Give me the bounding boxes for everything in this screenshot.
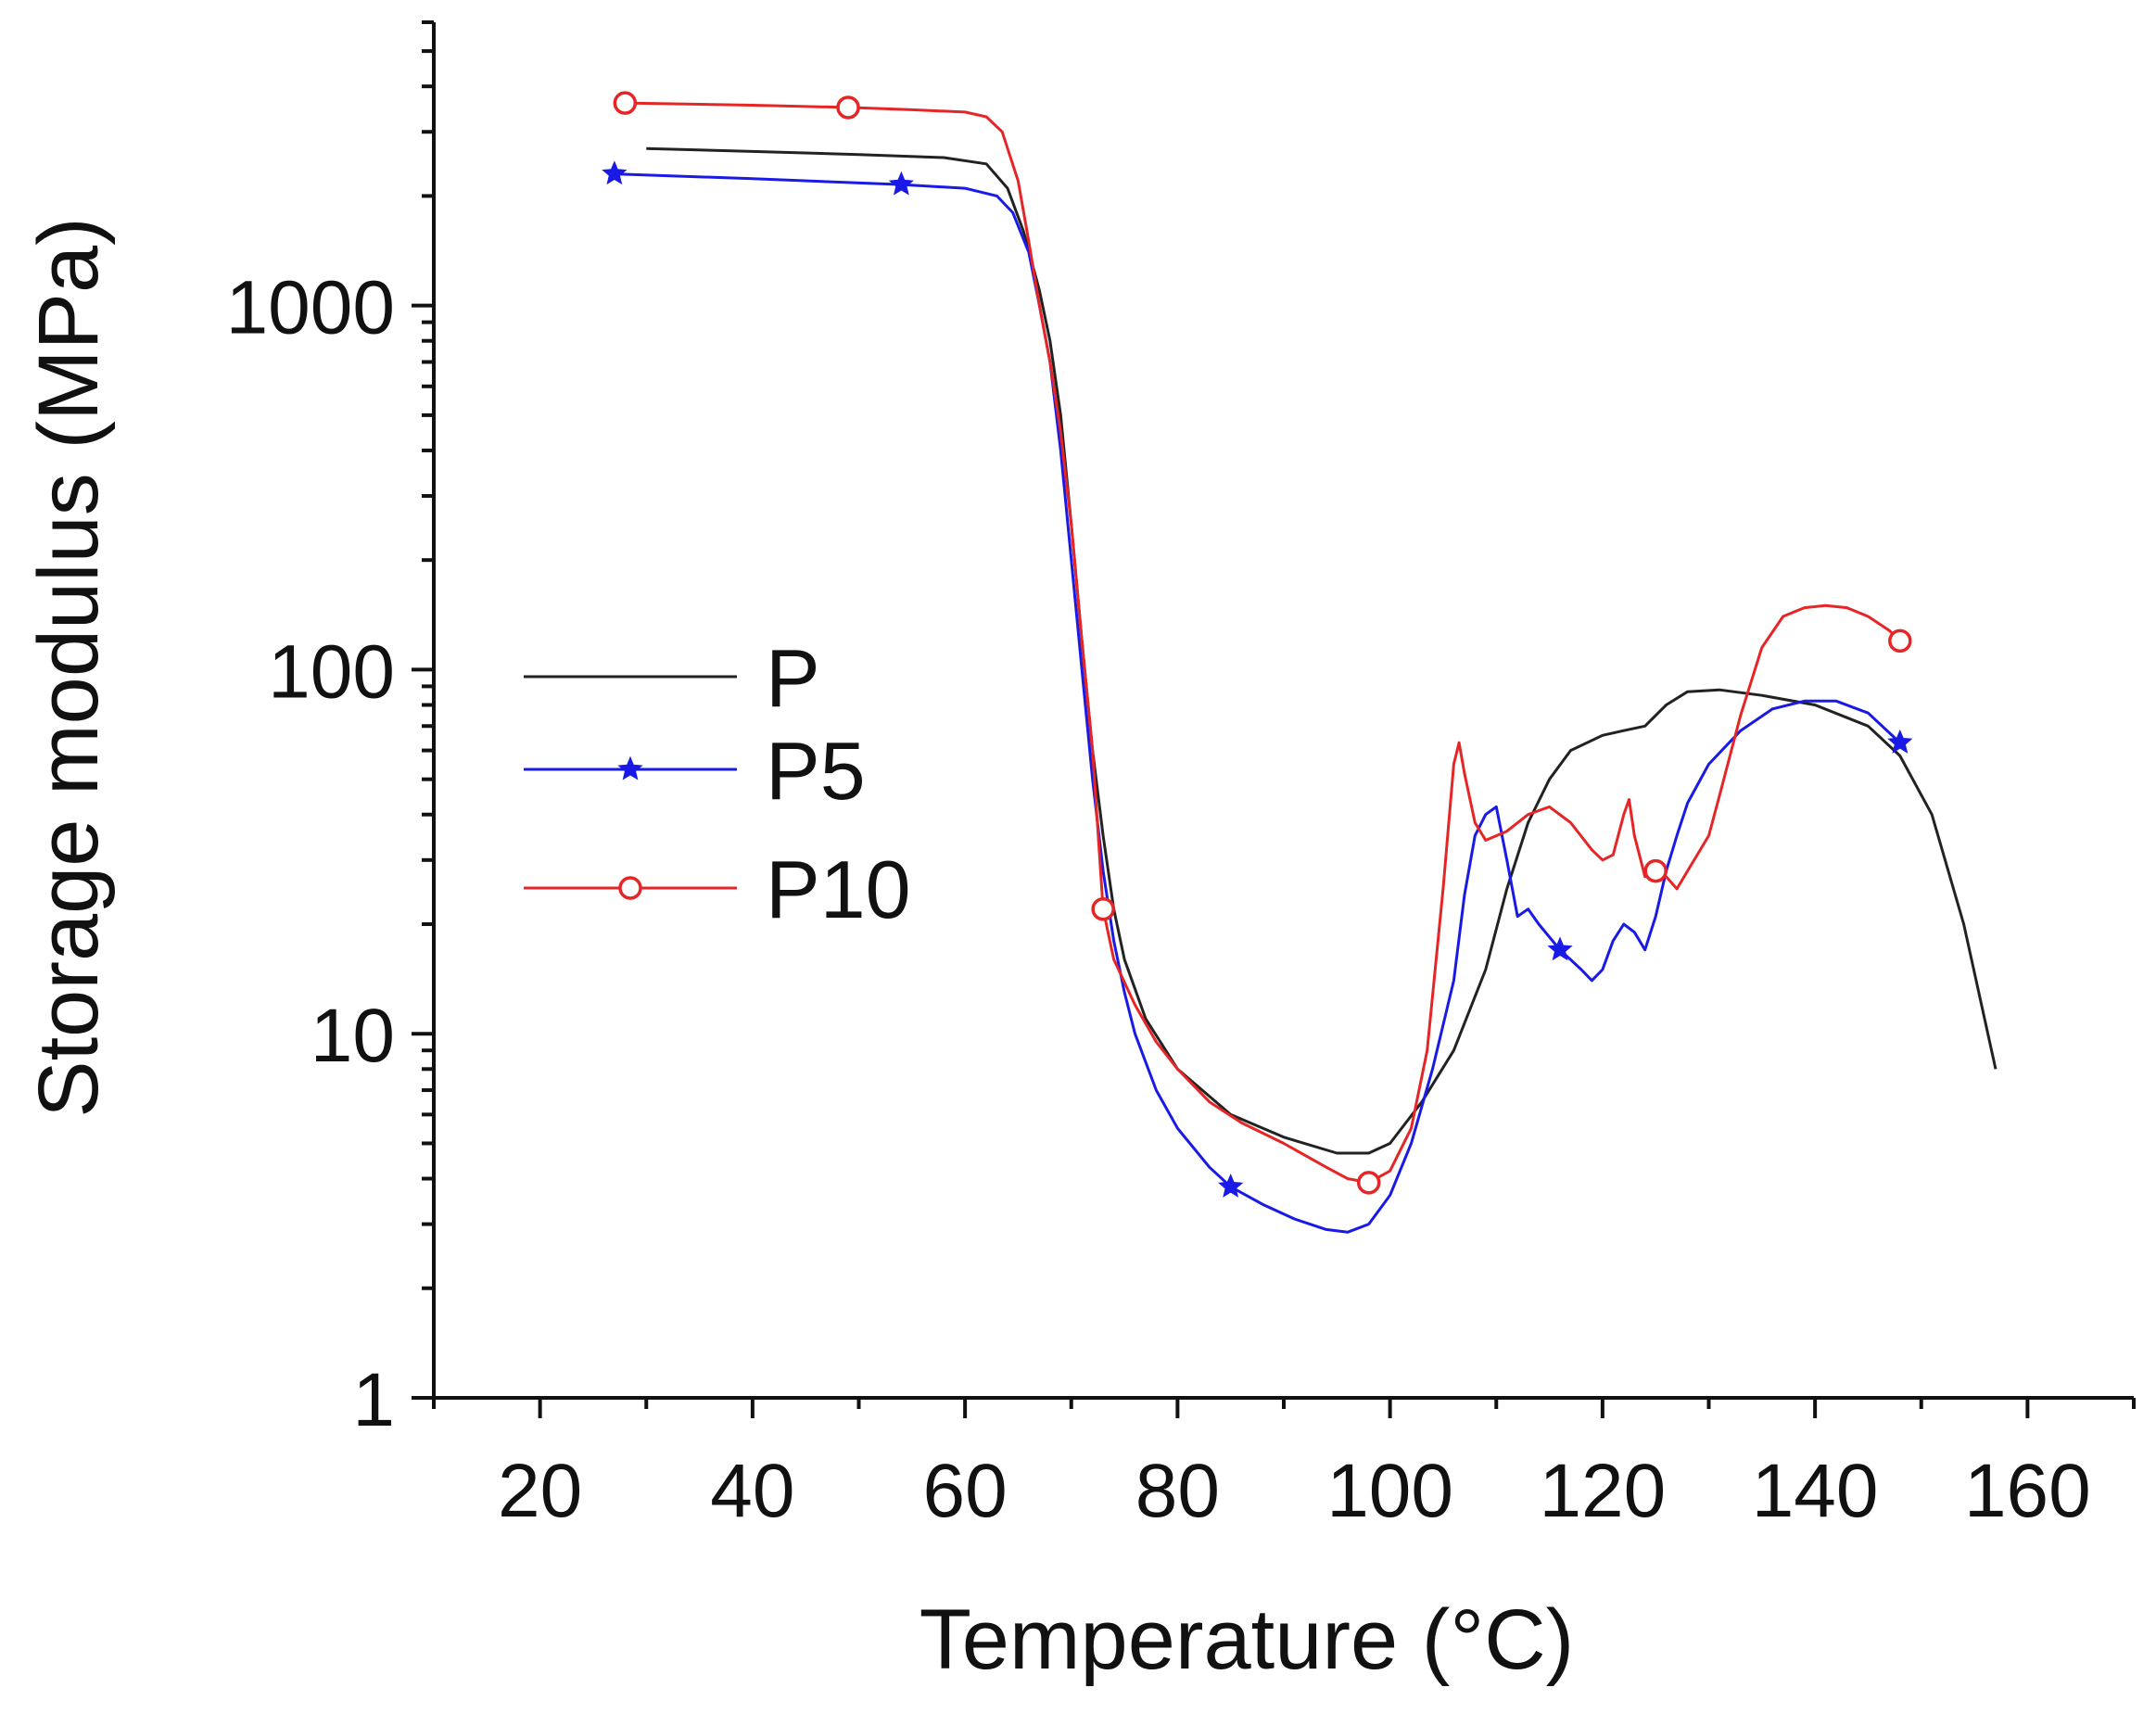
data-point-p5 bbox=[1218, 1174, 1244, 1198]
x-tick-label: 20 bbox=[498, 1449, 582, 1533]
x-tick-label: 120 bbox=[1539, 1449, 1666, 1533]
x-tick-label: 40 bbox=[710, 1449, 794, 1533]
data-point-p5 bbox=[1887, 729, 1913, 754]
data-point-p10 bbox=[1091, 896, 1115, 921]
data-point-p5 bbox=[602, 160, 628, 185]
data-point-p10 bbox=[613, 91, 638, 115]
series-line-p5 bbox=[614, 172, 1901, 1234]
data-point-p5 bbox=[1547, 936, 1573, 961]
x-axis-title: Temperature (°C) bbox=[919, 1592, 1575, 1687]
series-p10 bbox=[613, 91, 1912, 1195]
legend-label-p: P bbox=[766, 632, 820, 724]
x-tick-label: 140 bbox=[1752, 1449, 1879, 1533]
data-point-p10 bbox=[836, 95, 860, 120]
series-p5 bbox=[602, 160, 1913, 1234]
data-point-p10 bbox=[1888, 628, 1912, 653]
axes: 20 40 60 80 100 120 140 160 1 10 100 1000 bbox=[226, 20, 2136, 1533]
legend: PP5 P10 bbox=[524, 632, 911, 935]
legend-marker-p10 bbox=[618, 876, 642, 900]
data-point-p5 bbox=[888, 171, 914, 196]
data-point-p10 bbox=[1356, 1171, 1381, 1195]
series-p bbox=[646, 146, 1997, 1155]
y-tick-label: 100 bbox=[268, 629, 395, 714]
series-line-p bbox=[646, 146, 1997, 1155]
y-tick-label: 1000 bbox=[226, 266, 395, 350]
x-tick-label: 80 bbox=[1135, 1449, 1220, 1533]
y-axis-title: Storage modulus (MPa) bbox=[21, 217, 116, 1118]
legend-label-p10: P10 bbox=[766, 844, 911, 935]
series-layer bbox=[602, 91, 1997, 1234]
x-tick-label: 60 bbox=[923, 1449, 1008, 1533]
legend-marker-p5 bbox=[617, 755, 643, 780]
data-point-p10 bbox=[1643, 858, 1668, 883]
series-line-p10 bbox=[625, 101, 1901, 1185]
legend-label-p5: P5 bbox=[766, 725, 866, 817]
x-tick-label: 100 bbox=[1326, 1449, 1453, 1533]
x-tick-label: 160 bbox=[1964, 1449, 2091, 1533]
y-tick-label: 10 bbox=[311, 994, 395, 1078]
y-tick-label: 1 bbox=[352, 1358, 395, 1442]
